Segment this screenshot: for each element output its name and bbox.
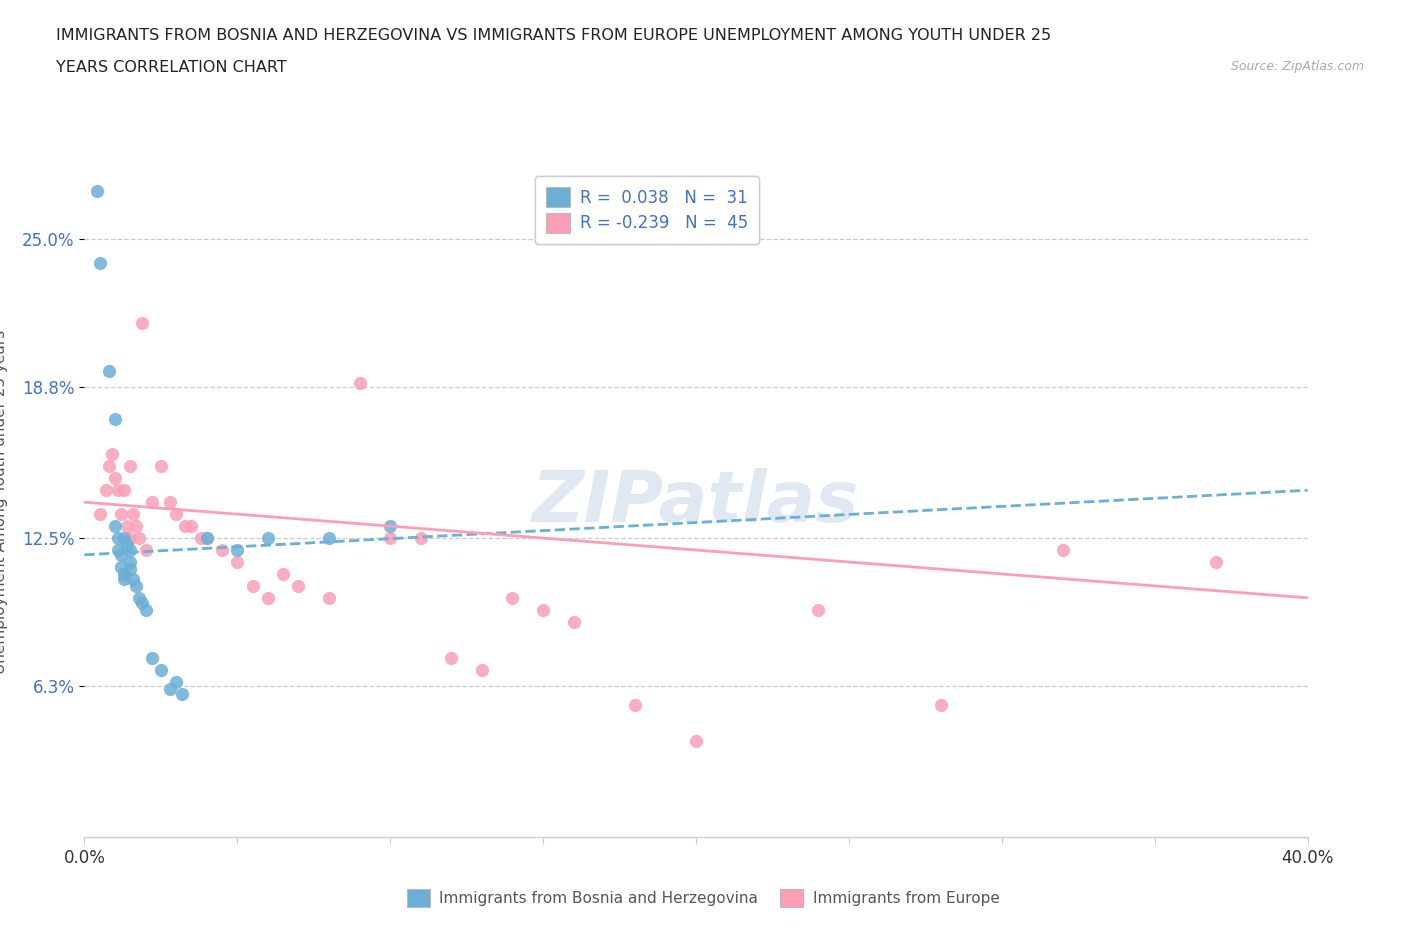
Point xyxy=(318,591,340,605)
Legend: R =  0.038   N =  31, R = -0.239   N =  45: R = 0.038 N = 31, R = -0.239 N = 45 xyxy=(534,176,759,245)
Point xyxy=(128,531,150,546)
Point xyxy=(135,603,157,618)
Point xyxy=(271,566,294,581)
Point xyxy=(112,571,135,586)
Point xyxy=(257,591,280,605)
Text: YEARS CORRELATION CHART: YEARS CORRELATION CHART xyxy=(56,60,287,75)
Point xyxy=(89,507,111,522)
Point xyxy=(149,662,172,677)
Point xyxy=(141,495,163,510)
Point xyxy=(624,698,647,713)
Point xyxy=(112,483,135,498)
Point xyxy=(94,483,117,498)
Text: Source: ZipAtlas.com: Source: ZipAtlas.com xyxy=(1230,60,1364,73)
Point xyxy=(1205,554,1227,569)
Y-axis label: Unemployment Among Youth under 25 years: Unemployment Among Youth under 25 years xyxy=(0,330,8,674)
Point xyxy=(149,458,172,473)
Point xyxy=(104,519,127,534)
Legend: Immigrants from Bosnia and Herzegovina, Immigrants from Europe: Immigrants from Bosnia and Herzegovina, … xyxy=(401,884,1005,913)
Point xyxy=(380,519,402,534)
Point xyxy=(107,483,129,498)
Point xyxy=(141,650,163,665)
Point xyxy=(97,458,120,473)
Point xyxy=(112,531,135,546)
Point xyxy=(807,603,830,618)
Point xyxy=(440,650,463,665)
Point xyxy=(165,507,187,522)
Point xyxy=(562,615,585,630)
Point xyxy=(165,674,187,689)
Point xyxy=(107,531,129,546)
Point xyxy=(125,519,148,534)
Point xyxy=(195,531,218,546)
Point xyxy=(89,256,111,271)
Point xyxy=(110,507,132,522)
Point xyxy=(122,507,145,522)
Point xyxy=(211,542,233,557)
Point xyxy=(135,542,157,557)
Point xyxy=(159,495,181,510)
Point xyxy=(180,519,202,534)
Point xyxy=(115,538,138,552)
Point xyxy=(531,603,554,618)
Point xyxy=(125,578,148,593)
Text: ZIPatlas: ZIPatlas xyxy=(533,468,859,537)
Point xyxy=(195,531,218,546)
Point xyxy=(502,591,524,605)
Point xyxy=(685,734,707,749)
Point xyxy=(107,542,129,557)
Point xyxy=(1052,542,1074,557)
Point xyxy=(104,411,127,426)
Point xyxy=(115,519,138,534)
Point xyxy=(86,184,108,199)
Point xyxy=(131,315,153,330)
Point xyxy=(287,578,309,593)
Text: IMMIGRANTS FROM BOSNIA AND HERZEGOVINA VS IMMIGRANTS FROM EUROPE UNEMPLOYMENT AM: IMMIGRANTS FROM BOSNIA AND HERZEGOVINA V… xyxy=(56,28,1052,43)
Point xyxy=(409,531,432,546)
Point xyxy=(110,548,132,563)
Point xyxy=(120,542,142,557)
Point xyxy=(112,566,135,581)
Point xyxy=(226,554,249,569)
Point xyxy=(471,662,494,677)
Point xyxy=(101,447,124,462)
Point xyxy=(131,595,153,610)
Point xyxy=(128,591,150,605)
Point xyxy=(318,531,340,546)
Point xyxy=(104,471,127,485)
Point xyxy=(226,542,249,557)
Point xyxy=(120,531,142,546)
Point xyxy=(159,682,181,697)
Point xyxy=(929,698,952,713)
Point xyxy=(122,571,145,586)
Point xyxy=(190,531,212,546)
Point xyxy=(120,458,142,473)
Point xyxy=(120,554,142,569)
Point xyxy=(97,364,120,379)
Point xyxy=(242,578,264,593)
Point xyxy=(172,686,194,701)
Point xyxy=(120,562,142,577)
Point xyxy=(380,531,402,546)
Point xyxy=(257,531,280,546)
Point xyxy=(110,559,132,574)
Point xyxy=(349,375,371,390)
Point xyxy=(174,519,197,534)
